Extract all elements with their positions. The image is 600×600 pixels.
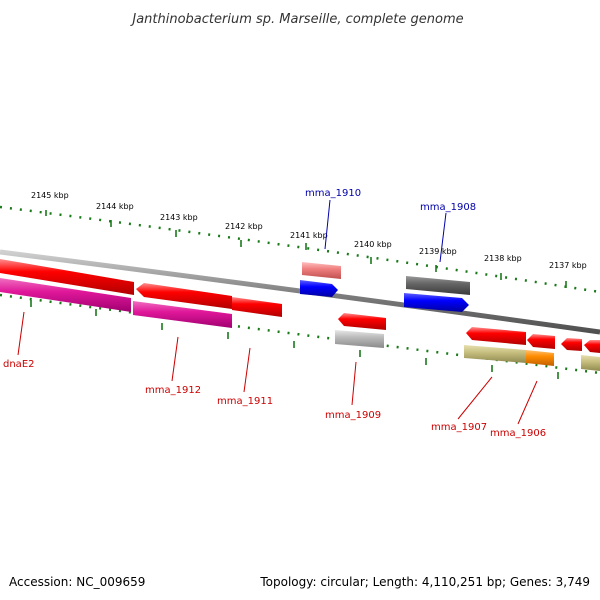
gene-mma-1909-feature[interactable]: [338, 313, 386, 330]
gene-label-mma-1911[interactable]: mma_1911: [217, 396, 273, 407]
gene-mma-1912-magenta-feature[interactable]: [133, 301, 232, 328]
gene-mma-1910-feature[interactable]: [300, 280, 338, 297]
gene-mma-1904-feature[interactable]: [584, 340, 600, 353]
gene-label-dnae2[interactable]: dnaE2: [3, 359, 35, 370]
accession-text: Accession: NC_009659: [9, 575, 145, 589]
gene-label-mma-1906[interactable]: mma_1906: [490, 428, 546, 439]
outer-ruler-arc: [0, 205, 600, 294]
gene-mma-1908-feature[interactable]: [404, 293, 469, 312]
inner-ruler-arc: [0, 293, 600, 375]
gene-mma-1912-feature[interactable]: [136, 283, 232, 309]
gene-label-mma-1909[interactable]: mma_1909: [325, 410, 381, 421]
gene-mma-1911-feature[interactable]: [232, 297, 282, 317]
gene-mma-1907-olive-feature[interactable]: [464, 345, 526, 363]
tick-label-2138: 2138 kbp: [484, 254, 522, 263]
inner-ruler-ticks: [30, 300, 559, 379]
gene-mma-1908-gray-feature[interactable]: [406, 276, 470, 295]
gene-mma-1905-feature[interactable]: [561, 338, 582, 351]
topology-summary-text: Topology: circular; Length: 4,110,251 bp…: [259, 575, 590, 589]
gene-label-mma-1908[interactable]: mma_1908: [420, 202, 476, 213]
outer-ruler-ticks: [45, 210, 567, 288]
gene-mma-1906-feature[interactable]: [527, 334, 555, 349]
tick-label-2143: 2143 kbp: [160, 213, 198, 222]
tick-label-2137: 2137 kbp: [549, 261, 587, 270]
tick-label-2139: 2139 kbp: [419, 247, 457, 256]
gene-mma-1906-orange-feature[interactable]: [526, 350, 554, 366]
tick-label-2141: 2141 kbp: [290, 231, 328, 240]
tick-label-2140: 2140 kbp: [354, 240, 392, 249]
tick-label-2145: 2145 kbp: [31, 191, 69, 200]
gene-mma-1909-gray-feature[interactable]: [335, 330, 384, 348]
tick-label-2144: 2144 kbp: [96, 202, 134, 211]
gene-label-mma-1912[interactable]: mma_1912: [145, 385, 201, 396]
gene-dnae2-magenta-feature[interactable]: [0, 278, 131, 312]
map-title: Janthinobacterium sp. Marseille, complet…: [129, 12, 463, 27]
gene-label-mma-1907[interactable]: mma_1907: [431, 422, 487, 433]
gene-label-mma-1910[interactable]: mma_1910: [305, 188, 361, 199]
tick-label-2142: 2142 kbp: [225, 222, 263, 231]
gene-mma-1907-feature[interactable]: [466, 327, 526, 345]
label-leaders: [17, 199, 538, 425]
gene-dnae2-feature[interactable]: [0, 259, 134, 295]
gene-olive-edge-feature[interactable]: [581, 355, 600, 371]
gene-mma-1910-rna-feature[interactable]: [302, 262, 341, 279]
